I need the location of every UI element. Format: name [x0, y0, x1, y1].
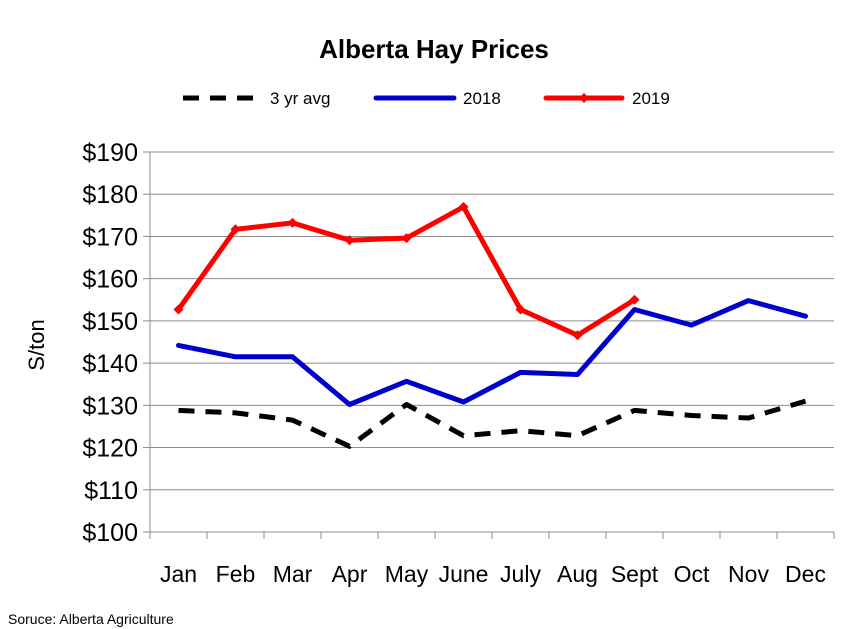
y-tick-label: $140 — [82, 350, 138, 378]
data-point — [230, 224, 241, 235]
legend-label: 2019 — [632, 89, 670, 108]
data-series — [173, 201, 808, 449]
series-line-2018 — [176, 298, 808, 407]
y-tick-label: $130 — [82, 392, 138, 420]
x-tick-label: Feb — [216, 561, 256, 587]
y-axis-label: S/ton — [24, 319, 49, 370]
x-tick-label: Aug — [557, 561, 598, 587]
source-note: Soruce: Alberta Agriculture — [8, 611, 174, 627]
x-tick-label: Oct — [674, 561, 710, 587]
x-tick-label: May — [385, 561, 429, 587]
data-point — [515, 304, 526, 315]
y-axis-ticks: $100 $110 $120 $130 $140 $150 $160 $170 $180 $190 — [82, 139, 138, 547]
chart-title: Alberta Hay Prices — [319, 34, 549, 64]
y-tick-label: $120 — [82, 435, 138, 463]
x-tick-label: July — [500, 561, 541, 587]
x-tick-label: June — [439, 561, 489, 587]
x-tick-label: Sept — [611, 561, 659, 587]
legend-label: 2018 — [463, 89, 501, 108]
y-tick-label: $150 — [82, 308, 138, 336]
y-tick-label: $180 — [82, 181, 138, 209]
x-tick-label: Nov — [728, 561, 769, 587]
x-tick-label: Dec — [785, 561, 826, 587]
x-tick-label: Jan — [160, 561, 197, 587]
y-tick-label: $110 — [84, 477, 138, 505]
data-point — [401, 233, 412, 244]
series-line-3-yr-avg — [178, 398, 807, 449]
data-point — [629, 294, 640, 305]
data-point — [173, 304, 184, 315]
data-point — [344, 235, 355, 246]
y-tick-label: $100 — [82, 519, 138, 547]
y-tick-label: $190 — [82, 139, 138, 167]
y-tick-label: $160 — [82, 266, 138, 294]
y-tick-label: $170 — [82, 223, 138, 251]
data-point — [572, 330, 583, 341]
legend-label: 3 yr avg — [270, 89, 330, 108]
x-axis-ticks: Jan Feb Mar Apr May June July Aug Sept Oct Nov Dec — [160, 561, 826, 587]
legend-marker — [579, 93, 589, 103]
data-point — [458, 201, 469, 212]
gridlines — [150, 151, 834, 491]
data-point — [287, 217, 298, 228]
x-tick-label: Mar — [273, 561, 313, 587]
axes — [143, 151, 835, 539]
chart-legend: 3 yr avg 2018 2019 — [183, 89, 670, 108]
series-line-2019 — [176, 204, 637, 338]
x-tick-label: Apr — [332, 561, 368, 587]
